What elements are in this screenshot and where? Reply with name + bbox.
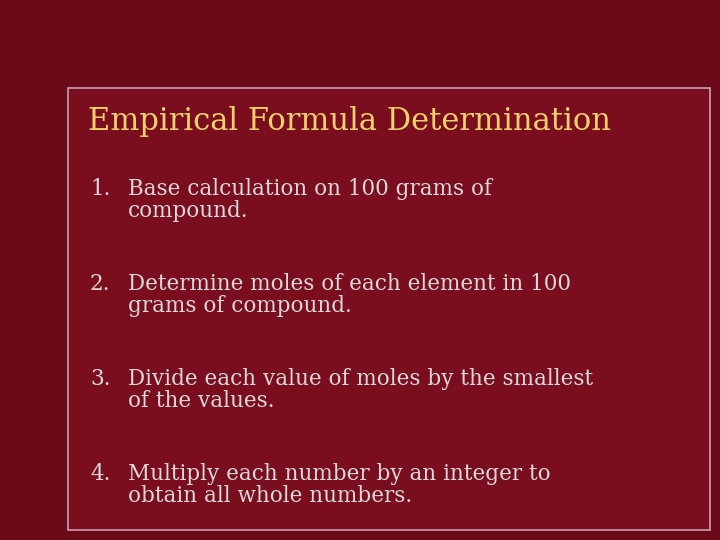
Text: obtain all whole numbers.: obtain all whole numbers.	[128, 485, 412, 507]
Text: Divide each value of moles by the smallest: Divide each value of moles by the smalle…	[128, 368, 593, 390]
Text: Multiply each number by an integer to: Multiply each number by an integer to	[128, 463, 551, 485]
Text: of the values.: of the values.	[128, 390, 274, 412]
Text: 1.: 1.	[90, 178, 110, 200]
Text: Base calculation on 100 grams of: Base calculation on 100 grams of	[128, 178, 492, 200]
Text: 2.: 2.	[90, 273, 110, 295]
Text: compound.: compound.	[128, 200, 248, 222]
Text: 4.: 4.	[90, 463, 110, 485]
Text: grams of compound.: grams of compound.	[128, 295, 352, 317]
Text: 3.: 3.	[90, 368, 110, 390]
Text: Empirical Formula Determination: Empirical Formula Determination	[88, 106, 611, 137]
Text: Determine moles of each element in 100: Determine moles of each element in 100	[128, 273, 571, 295]
FancyBboxPatch shape	[68, 88, 710, 530]
